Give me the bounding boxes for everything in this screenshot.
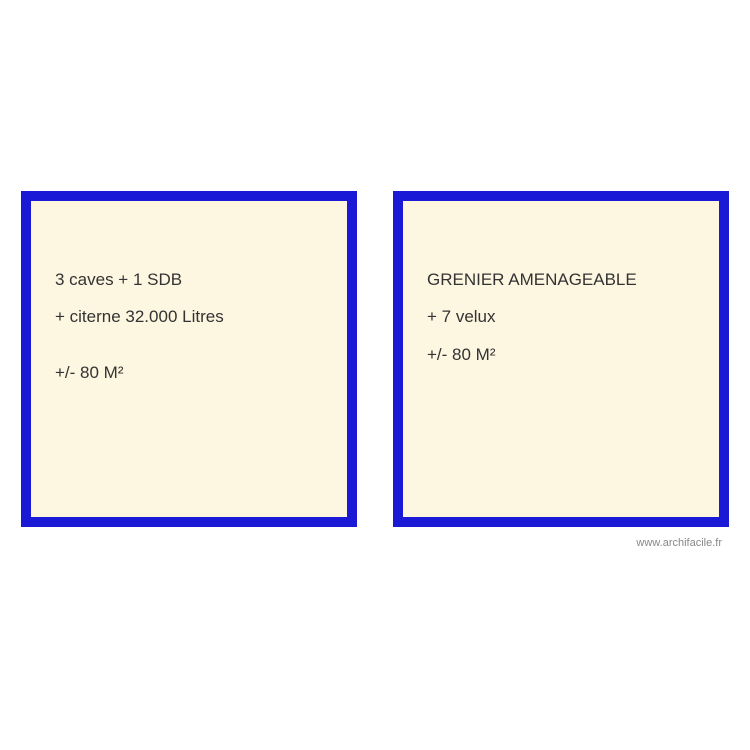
right-line-1: GRENIER AMENAGEABLE (427, 261, 699, 298)
right-line-3: +/- 80 M² (427, 336, 699, 373)
right-box-text: GRENIER AMENAGEABLE + 7 velux +/- 80 M² (427, 261, 699, 373)
boxes-container: 3 caves + 1 SDB + citerne 32.000 Litres … (21, 191, 729, 527)
right-box: GRENIER AMENAGEABLE + 7 velux +/- 80 M² (393, 191, 729, 527)
left-box: 3 caves + 1 SDB + citerne 32.000 Litres … (21, 191, 357, 527)
footer-credit: www.archifacile.fr (636, 537, 722, 549)
left-line-3: +/- 80 M² (55, 354, 327, 391)
left-box-text: 3 caves + 1 SDB + citerne 32.000 Litres … (55, 261, 327, 391)
left-line-1: 3 caves + 1 SDB (55, 261, 327, 298)
left-line-2: + citerne 32.000 Litres (55, 298, 327, 335)
right-line-2: + 7 velux (427, 298, 699, 335)
